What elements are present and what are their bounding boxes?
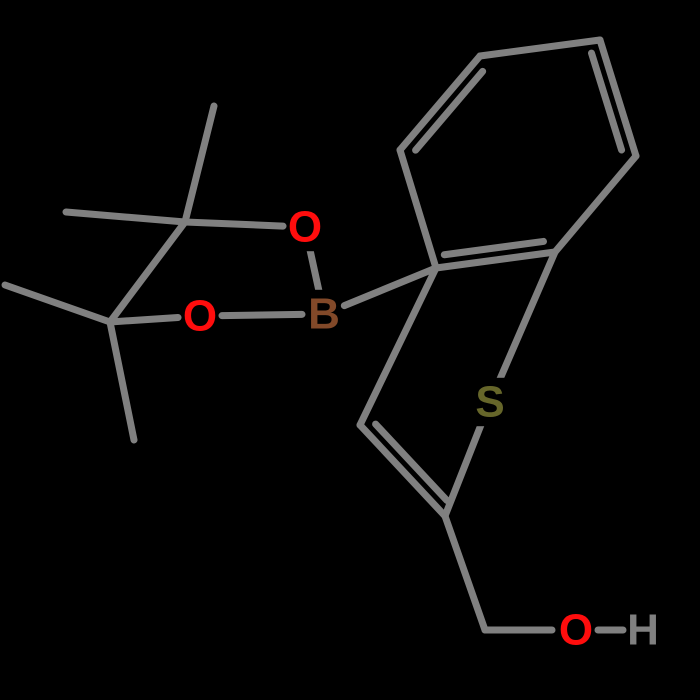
- bond: [360, 425, 445, 516]
- bond: [66, 212, 185, 222]
- bond: [185, 222, 283, 226]
- atom-S: S: [475, 378, 504, 427]
- atom-O: O: [288, 203, 322, 252]
- atom-H: H: [627, 606, 659, 655]
- bond: [5, 285, 110, 322]
- bond: [400, 150, 436, 268]
- bond: [110, 322, 134, 440]
- bond: [222, 314, 302, 315]
- bond: [400, 56, 480, 150]
- bond: [110, 222, 185, 322]
- bond: [310, 248, 320, 292]
- bond: [500, 252, 555, 380]
- atom-O: O: [559, 606, 593, 655]
- bond: [110, 317, 178, 322]
- bond: [445, 424, 481, 516]
- bond: [480, 40, 600, 56]
- bond: [376, 424, 447, 500]
- bond: [555, 156, 636, 252]
- bond: [416, 71, 483, 150]
- atom-O: O: [183, 292, 217, 341]
- molecule-diagram: OOBSOH: [0, 0, 700, 700]
- bond: [445, 516, 485, 630]
- atom-B: B: [308, 290, 340, 339]
- bond: [185, 106, 214, 222]
